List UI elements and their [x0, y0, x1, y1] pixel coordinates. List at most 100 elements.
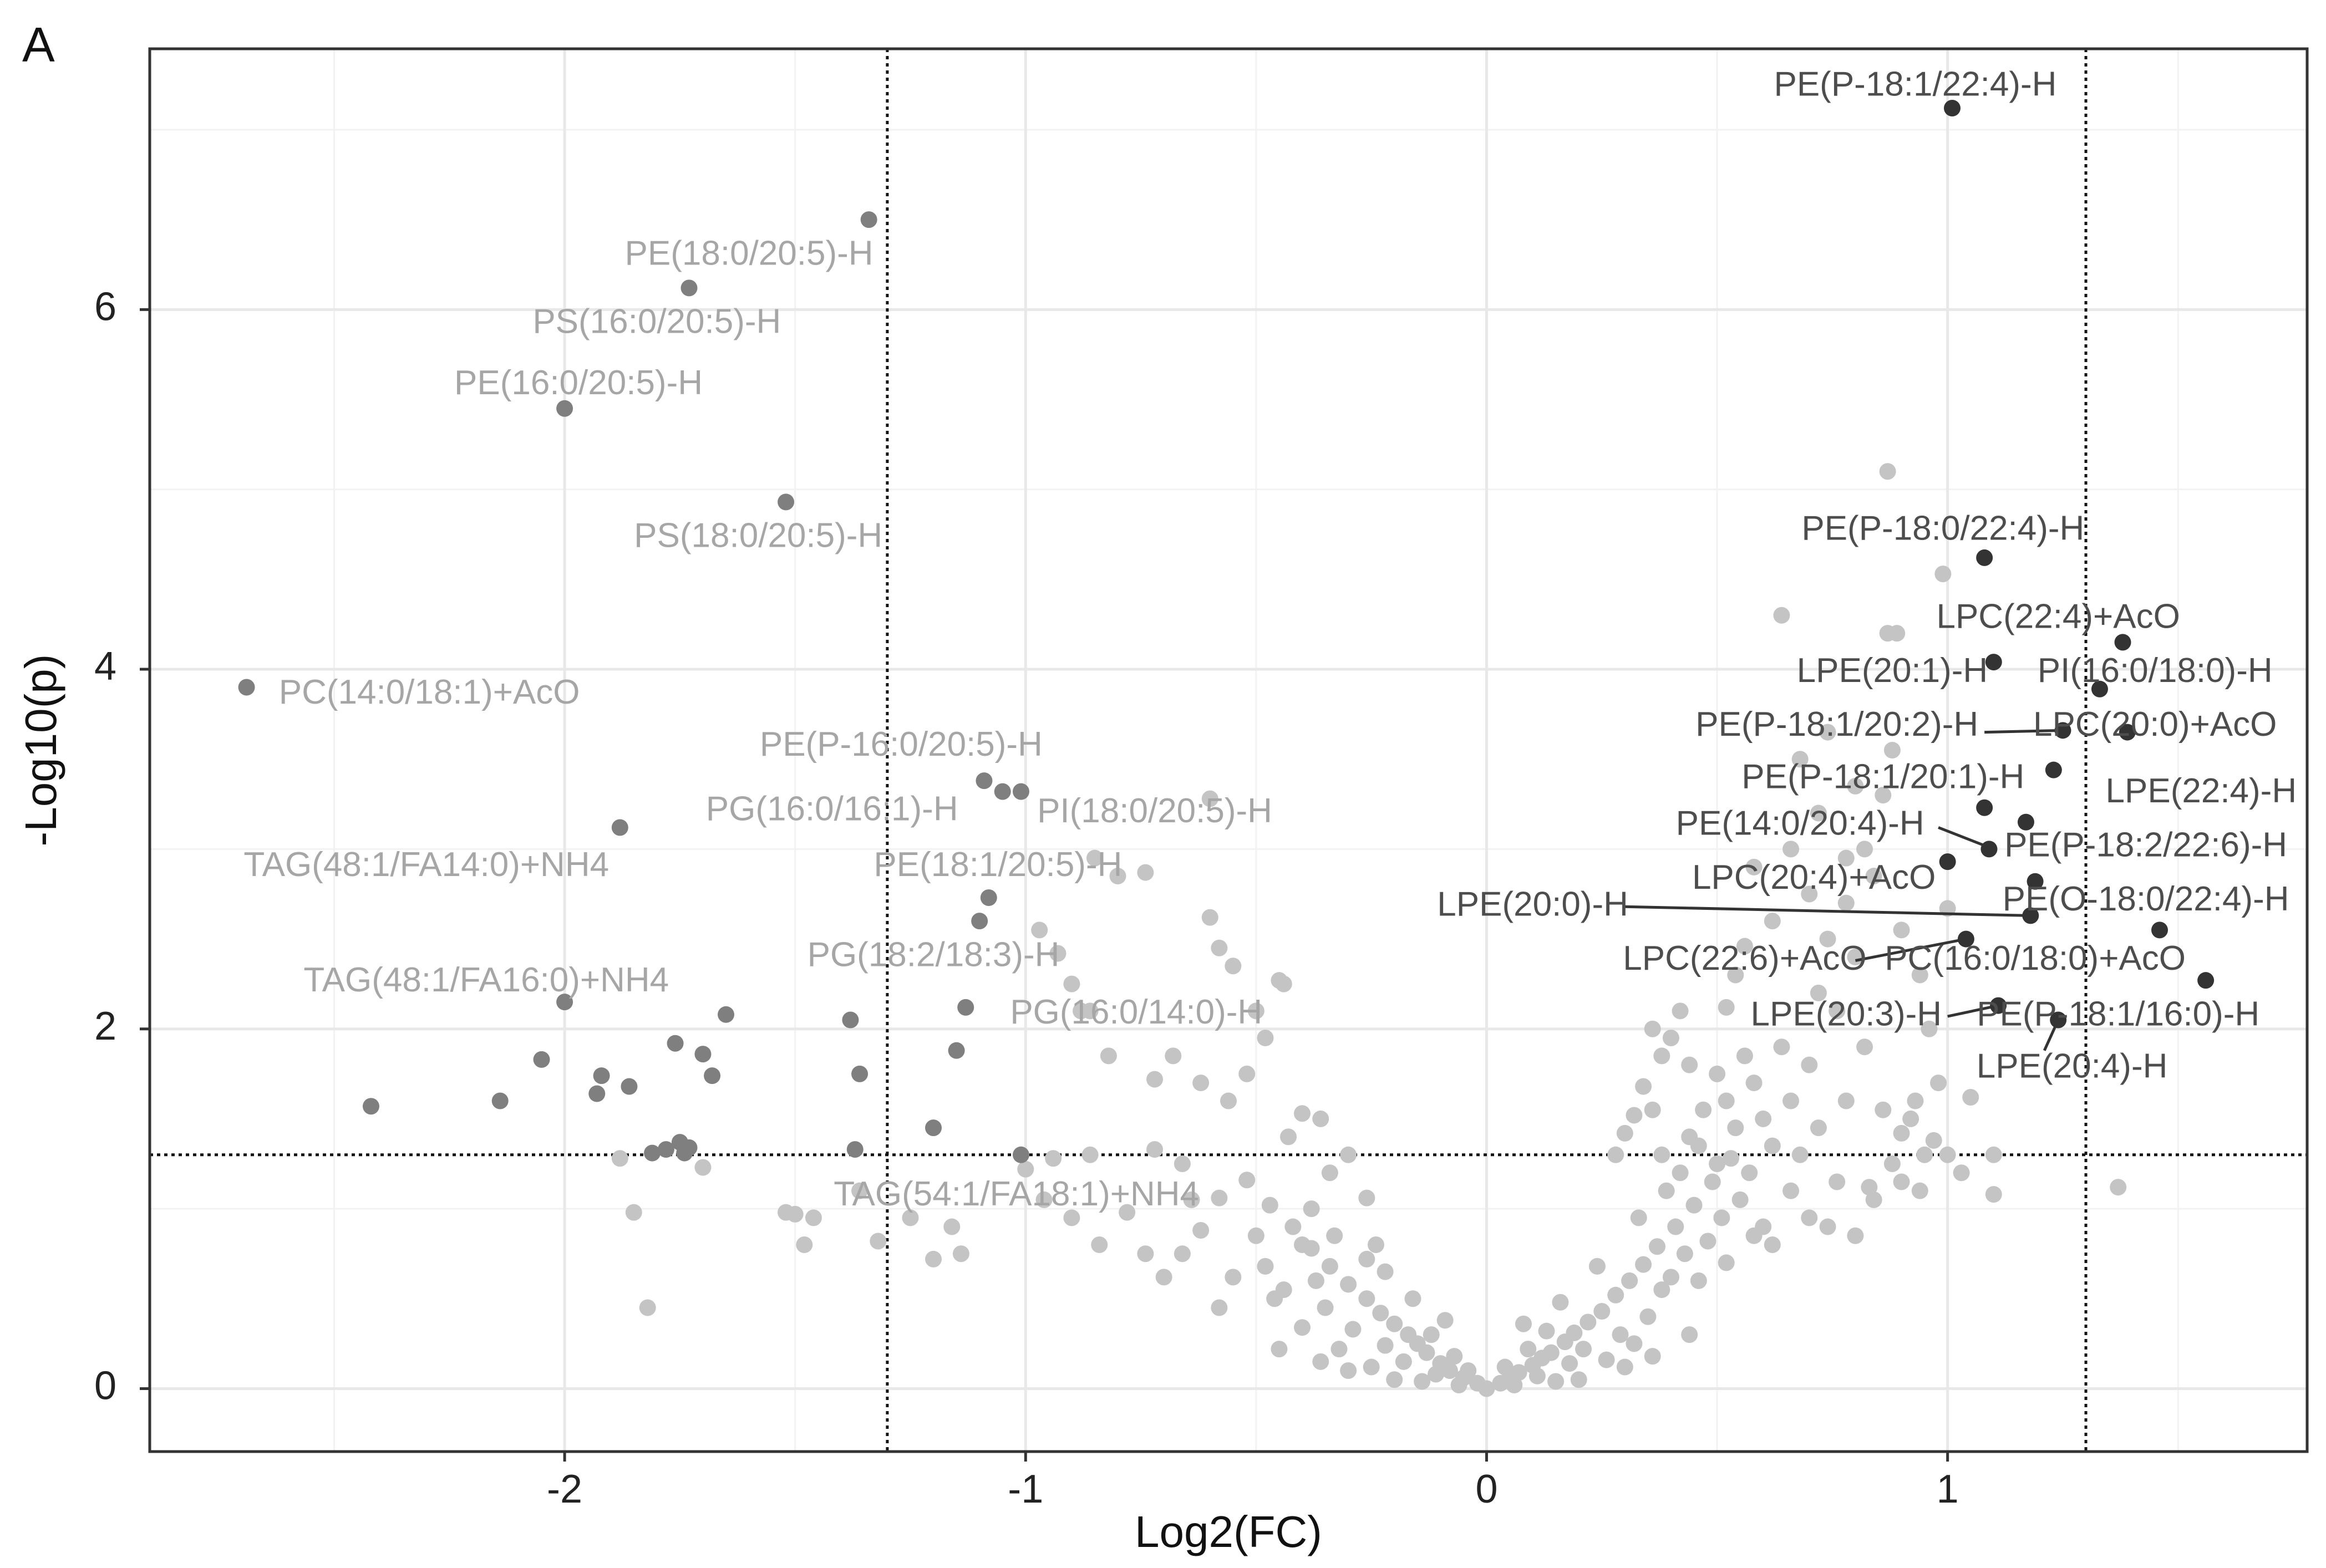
- point-not-significant: [1238, 1065, 1256, 1082]
- point-not-significant: [1626, 1335, 1643, 1352]
- y-tick-label: 2: [94, 1004, 116, 1048]
- point-not-significant: [1626, 1107, 1643, 1124]
- point-not-significant: [1635, 1078, 1652, 1095]
- point-not-significant: [1616, 1124, 1633, 1142]
- point-not-significant: [1137, 1245, 1154, 1262]
- point-not-significant: [1261, 1197, 1278, 1214]
- point-not-significant: [1280, 1128, 1297, 1146]
- point-not-significant: [1764, 1137, 1781, 1154]
- point-not-significant: [1916, 1146, 1933, 1163]
- point-not-significant: [1377, 1263, 1394, 1280]
- point-not-significant: [778, 1204, 795, 1221]
- point-not-significant: [1247, 1002, 1264, 1020]
- point-not-significant: [1810, 1119, 1827, 1137]
- point-not-significant: [1428, 1366, 1445, 1383]
- point-not-significant: [1667, 1218, 1684, 1235]
- point-down-regulated: [860, 211, 877, 228]
- point-not-significant: [1293, 1236, 1311, 1253]
- point-down-regulated: [680, 279, 698, 297]
- point-not-significant: [1326, 1227, 1343, 1244]
- point-not-significant: [1192, 1075, 1210, 1092]
- point-not-significant: [1962, 1089, 1979, 1106]
- point-not-significant: [1086, 849, 1103, 867]
- point-down-regulated: [238, 679, 255, 696]
- point-not-significant: [1271, 1341, 1288, 1358]
- point-down-regulated: [667, 1035, 684, 1052]
- point-up-regulated: [1976, 799, 1993, 816]
- y-tick-label: 6: [94, 284, 116, 329]
- point-up-regulated: [1985, 654, 2002, 671]
- point-not-significant: [1727, 966, 1744, 984]
- point-label: LPC(20:0)+AcO: [2033, 705, 2277, 744]
- point-not-significant: [1653, 1146, 1670, 1163]
- point-not-significant: [1893, 1124, 1910, 1142]
- point-not-significant: [1570, 1371, 1587, 1388]
- point-down-regulated: [846, 1141, 864, 1158]
- point-not-significant: [1829, 1002, 1846, 1020]
- point-not-significant: [1883, 742, 1901, 758]
- point-not-significant: [1340, 1146, 1357, 1163]
- point-up-regulated: [2119, 724, 2136, 741]
- point-not-significant: [1755, 1110, 1772, 1127]
- point-not-significant: [1109, 868, 1126, 885]
- point-not-significant: [1580, 1314, 1597, 1331]
- point-not-significant: [1676, 1245, 1693, 1262]
- point-label: LPC(22:6)+AcO: [1623, 939, 1866, 978]
- point-not-significant: [1284, 1218, 1302, 1235]
- point-not-significant: [1837, 1092, 1855, 1109]
- point-label: PE(18:0/20:5)-H: [625, 234, 873, 272]
- point-label: PS(18:0/20:5)-H: [634, 517, 882, 555]
- point-not-significant: [1446, 1348, 1463, 1365]
- point-not-significant: [1699, 1233, 1716, 1250]
- point-up-regulated: [2045, 761, 2062, 778]
- point-up-regulated: [2197, 972, 2215, 989]
- point-not-significant: [1598, 1351, 1615, 1368]
- point-not-significant: [1081, 1146, 1099, 1163]
- point-not-significant: [1340, 1362, 1357, 1379]
- point-not-significant: [1925, 1132, 1942, 1149]
- point-not-significant: [1257, 1258, 1274, 1275]
- point-label: PE(P-18:1/20:1)-H: [1741, 757, 2024, 796]
- x-tick-label: 1: [1937, 1467, 1959, 1511]
- point-down-regulated: [717, 1006, 734, 1023]
- point-down-regulated: [778, 493, 795, 511]
- point-not-significant: [1091, 1236, 1108, 1253]
- point-not-significant: [1875, 1101, 1892, 1118]
- point-not-significant: [1635, 1256, 1652, 1273]
- point-up-regulated: [1976, 549, 1993, 566]
- point-not-significant: [1100, 1047, 1117, 1065]
- point-not-significant: [1985, 1186, 2002, 1203]
- point-label: PE(P-18:1/16:0)-H: [1977, 995, 2259, 1033]
- point-not-significant: [1718, 1092, 1735, 1109]
- point-not-significant: [1727, 1119, 1744, 1137]
- point-not-significant: [1934, 566, 1952, 583]
- point-not-significant: [1510, 1364, 1527, 1381]
- point-not-significant: [1658, 1182, 1675, 1199]
- point-not-significant: [1506, 1376, 1523, 1393]
- point-not-significant: [1695, 1101, 1712, 1118]
- x-axis-title: Log2(FC): [1135, 1507, 1322, 1556]
- point-not-significant: [1612, 1326, 1629, 1343]
- plot-border: [148, 47, 2309, 1453]
- point-not-significant: [1211, 939, 1228, 956]
- point-not-significant: [1293, 1319, 1311, 1336]
- point-not-significant: [1119, 1204, 1136, 1221]
- point-up-regulated: [1939, 853, 1956, 870]
- point-not-significant: [1386, 1371, 1403, 1388]
- point-not-significant: [1063, 975, 1080, 992]
- point-label: PE(P-18:1/22:4)-H: [1774, 65, 2056, 103]
- point-not-significant: [943, 1218, 961, 1235]
- point-label: PI(16:0/18:0)-H: [2038, 651, 2273, 690]
- point-not-significant: [1552, 1294, 1569, 1311]
- point-not-significant: [1496, 1358, 1514, 1376]
- point-label: PG(16:0/14:0)-H: [1010, 993, 1262, 1031]
- point-not-significant: [1330, 1341, 1348, 1358]
- point-not-significant: [1358, 1189, 1375, 1206]
- point-not-significant: [1911, 1182, 1928, 1199]
- point-label: LPE(20:1)-H: [1797, 651, 1988, 690]
- point-down-regulated: [491, 1092, 509, 1109]
- point-not-significant: [1520, 1341, 1537, 1358]
- point-not-significant: [1588, 1258, 1606, 1275]
- point-not-significant: [1764, 913, 1781, 930]
- point-not-significant: [1225, 958, 1242, 975]
